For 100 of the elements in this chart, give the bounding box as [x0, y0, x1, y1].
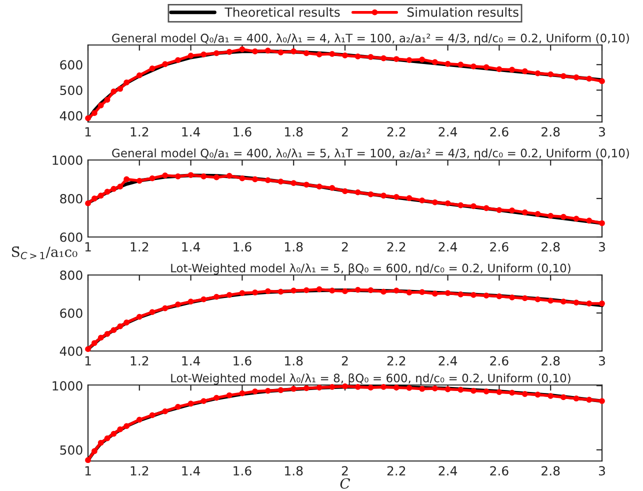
point: [522, 295, 528, 302]
point: [432, 290, 438, 297]
legend-label: Simulation results: [407, 7, 518, 17]
point: [329, 288, 336, 294]
x-tick-label: 2.2: [387, 466, 406, 476]
point: [599, 300, 605, 306]
point: [599, 220, 605, 226]
point: [149, 175, 156, 182]
point: [149, 66, 156, 72]
point: [188, 400, 194, 407]
point: [290, 180, 297, 186]
point: [406, 195, 412, 202]
point: [380, 55, 386, 62]
point: [316, 51, 322, 58]
point: [91, 340, 98, 346]
point: [354, 189, 361, 196]
y-tick-label: 500: [60, 445, 82, 455]
x-tick-label: 1: [85, 466, 91, 476]
point: [534, 70, 541, 76]
x-tick-label: 2: [342, 242, 348, 252]
point: [548, 71, 554, 78]
chart-title: General model Q₀/a₁ = 400, λ₀/λ₁ = 4, λ₁T = 100, a₂/a₁² = 4/3, ηd/c₀ = 0.2, Uniform (0,10): [112, 33, 629, 45]
x-tick-label: 1: [85, 242, 91, 252]
point: [560, 214, 566, 220]
point: [393, 384, 400, 391]
point: [252, 48, 258, 54]
point: [316, 286, 322, 292]
point: [573, 216, 580, 222]
point: [573, 300, 580, 306]
point: [470, 388, 476, 394]
point: [548, 298, 554, 304]
point: [124, 80, 130, 86]
x-tick-label: 1.8: [285, 466, 303, 476]
point: [548, 212, 554, 219]
point: [419, 56, 426, 62]
y-tick-label: 400: [60, 346, 82, 356]
point: [354, 286, 361, 293]
point: [548, 392, 554, 399]
point: [214, 50, 220, 56]
point: [560, 298, 566, 305]
point: [509, 390, 515, 396]
point: [316, 184, 322, 190]
point: [110, 430, 117, 437]
y-tick-label: 800: [60, 270, 82, 280]
point: [560, 73, 566, 80]
x-tick-label: 2.4: [438, 356, 458, 366]
point: [496, 207, 502, 213]
point: [214, 174, 220, 180]
point: [393, 288, 400, 294]
point: [104, 96, 110, 103]
point: [458, 386, 464, 393]
x-tick-label: 1.6: [234, 127, 252, 137]
point: [200, 51, 207, 58]
point: [136, 416, 142, 423]
x-tick-label: 2.8: [542, 242, 560, 252]
point: [573, 396, 580, 402]
point: [117, 323, 124, 330]
point: [175, 302, 181, 308]
point: [200, 173, 207, 180]
point: [342, 188, 348, 194]
point: [496, 293, 502, 300]
point: [419, 197, 426, 204]
point: [444, 60, 451, 67]
y-tick-label: 1000: [52, 155, 82, 165]
point: [136, 72, 142, 78]
point: [444, 200, 451, 206]
point: [393, 194, 400, 200]
x-tick-label: 2.8: [542, 127, 560, 137]
point: [290, 288, 297, 294]
point: [368, 384, 374, 391]
x-tick-label: 2.2: [387, 356, 406, 366]
x-tick-label: 2.6: [490, 242, 508, 252]
point: [534, 210, 541, 217]
point: [104, 330, 110, 337]
y-tick-label: 600: [60, 308, 82, 318]
point: [226, 292, 232, 298]
point: [117, 86, 124, 92]
point: [560, 394, 566, 400]
point: [188, 298, 194, 305]
point: [304, 182, 310, 188]
x-tick-label: 1.4: [182, 127, 200, 136]
point: [586, 76, 592, 82]
point: [599, 398, 605, 404]
point: [98, 334, 104, 341]
point: [368, 287, 374, 294]
point: [419, 289, 426, 296]
point: [124, 423, 130, 430]
x-tick-label: 1.6: [234, 356, 252, 366]
point: [509, 66, 515, 73]
point: [432, 386, 438, 392]
x-tick-label: 2.8: [542, 466, 560, 476]
point: [304, 385, 310, 392]
point: [264, 288, 271, 294]
point: [91, 196, 98, 202]
point: [85, 346, 91, 352]
point: [104, 188, 110, 195]
point: [329, 184, 336, 191]
point: [278, 387, 284, 394]
point: [85, 115, 91, 122]
point: [162, 61, 168, 68]
